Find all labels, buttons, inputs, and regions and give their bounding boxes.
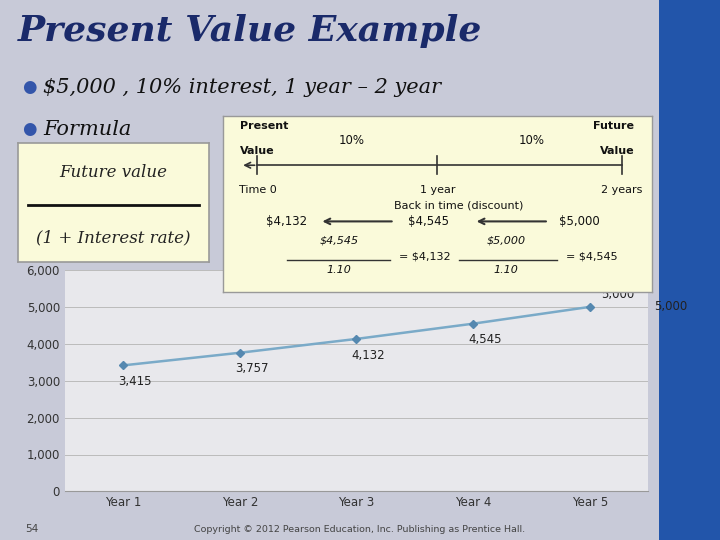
Text: Future: Future bbox=[593, 122, 634, 131]
Text: 10%: 10% bbox=[518, 133, 544, 147]
Text: $5,000 , 10% interest, 1 year – 2 year: $5,000 , 10% interest, 1 year – 2 year bbox=[43, 78, 441, 97]
Text: 3,757: 3,757 bbox=[235, 362, 268, 375]
Text: Present Value Example: Present Value Example bbox=[18, 14, 482, 48]
Text: $4,545: $4,545 bbox=[408, 215, 449, 228]
Text: Back in time (discount): Back in time (discount) bbox=[394, 200, 523, 211]
Text: Time 0: Time 0 bbox=[238, 185, 276, 194]
Text: 4,132: 4,132 bbox=[351, 348, 385, 361]
Text: ●: ● bbox=[22, 78, 36, 96]
Text: 4,545: 4,545 bbox=[468, 333, 501, 346]
Text: 10%: 10% bbox=[338, 133, 365, 147]
Text: 1 year: 1 year bbox=[420, 185, 455, 194]
Text: = $4,132: = $4,132 bbox=[399, 252, 451, 261]
Text: 3,415: 3,415 bbox=[118, 375, 151, 388]
Text: $4,545: $4,545 bbox=[319, 236, 359, 246]
Text: Present: Present bbox=[240, 122, 289, 131]
Text: (1 + Interest rate): (1 + Interest rate) bbox=[36, 230, 191, 247]
Text: Copyright © 2012 Pearson Education, Inc. Publishing as Prentice Hall.: Copyright © 2012 Pearson Education, Inc.… bbox=[194, 524, 526, 534]
Text: $5,000: $5,000 bbox=[487, 236, 526, 246]
Text: 5,000: 5,000 bbox=[601, 288, 634, 301]
Text: = $4,545: = $4,545 bbox=[566, 252, 618, 261]
Text: 2 years: 2 years bbox=[601, 185, 642, 194]
Text: Value: Value bbox=[240, 146, 275, 156]
Text: 1.10: 1.10 bbox=[493, 265, 518, 275]
Text: Value: Value bbox=[600, 146, 634, 156]
Text: ●: ● bbox=[22, 120, 36, 138]
Text: 5,000: 5,000 bbox=[654, 300, 687, 313]
Text: $5,000: $5,000 bbox=[559, 215, 600, 228]
Text: Formula: Formula bbox=[43, 120, 132, 139]
Text: Future value: Future value bbox=[60, 164, 167, 181]
Text: 54: 54 bbox=[25, 523, 38, 534]
Text: 1.10: 1.10 bbox=[326, 265, 351, 275]
Text: $4,132: $4,132 bbox=[266, 215, 307, 228]
